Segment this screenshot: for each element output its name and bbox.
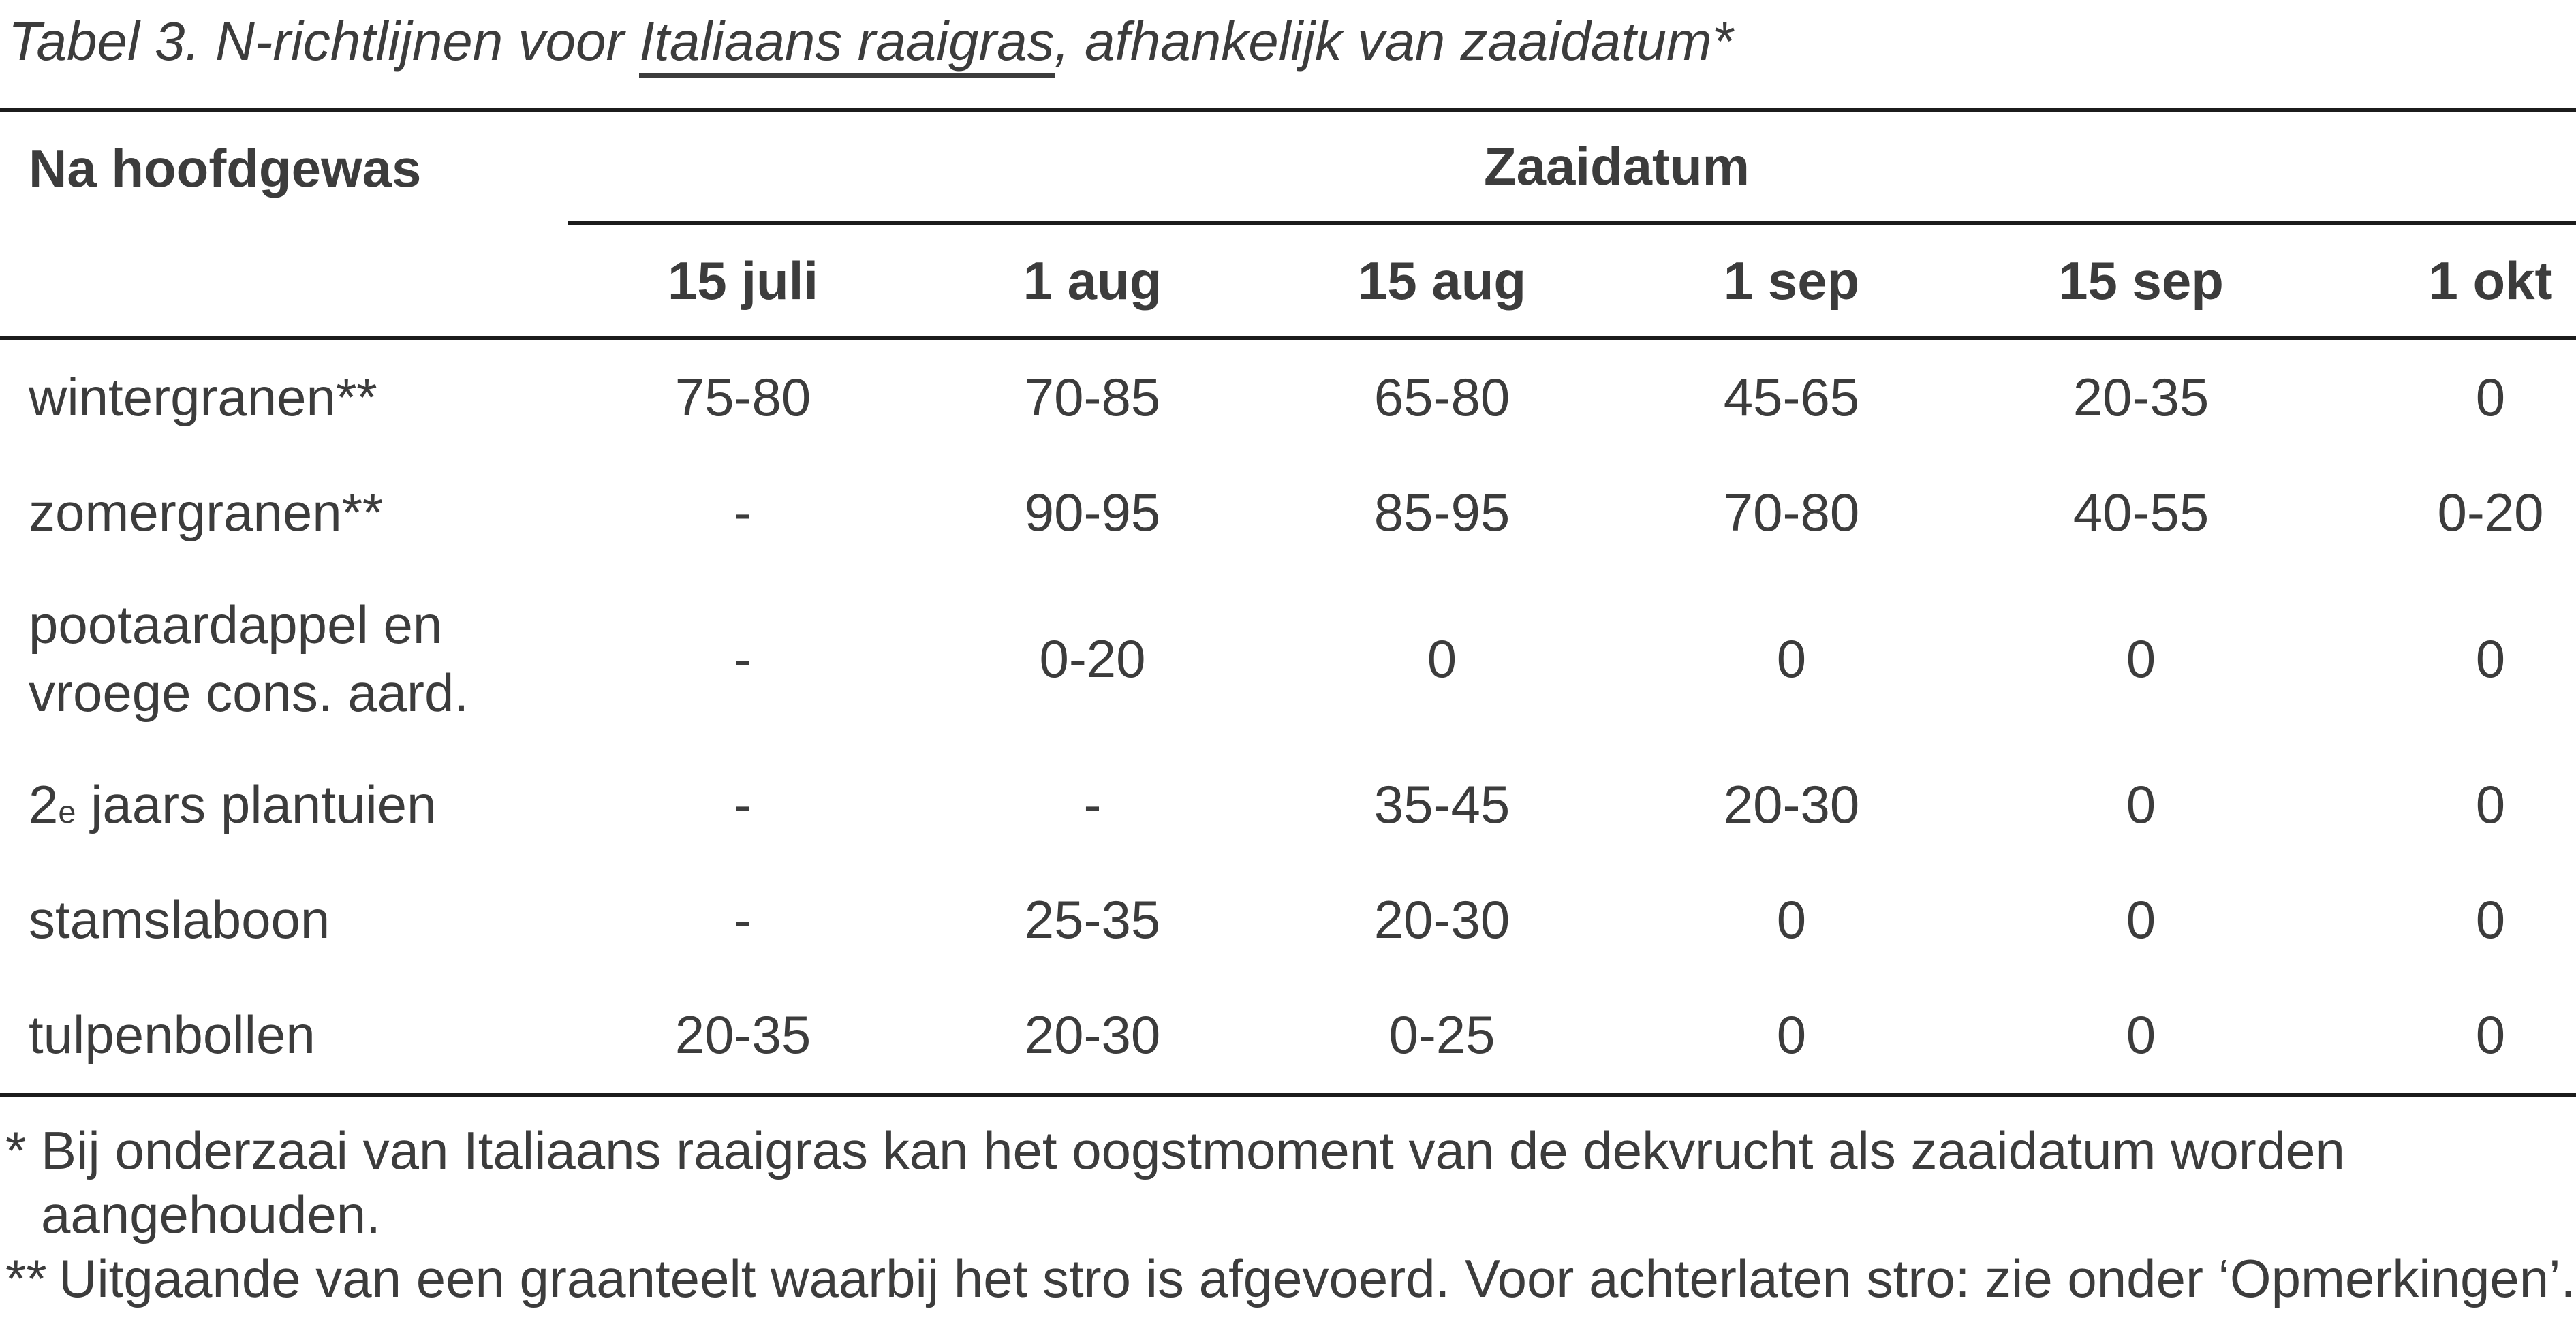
data-cell: 0 — [2126, 774, 2156, 834]
row-label: zomergranen** — [29, 482, 384, 542]
column-header: 15 juli — [568, 225, 918, 340]
footnote-1: * Bij onderzaai van Italiaans raaigras ka… — [5, 1118, 2576, 1182]
data-cell: 0 — [2475, 367, 2506, 427]
row-label-line1: pootaardappel en — [29, 595, 443, 655]
data-cell: - — [734, 774, 752, 834]
footnote-2-marker: ** — [5, 1248, 47, 1308]
data-cell: - — [1083, 774, 1102, 834]
data-cell: 0 — [2475, 890, 2506, 949]
row-header-title: Na hoofdgewas — [29, 138, 422, 198]
footnote-2: ** Uitgaande van een graanteelt waarbij h… — [5, 1246, 2576, 1310]
data-cell: 0-25 — [1388, 1005, 1495, 1065]
data-cell: 75-80 — [674, 367, 811, 427]
data-cell: 0 — [1427, 628, 1457, 689]
data-cell: 0 — [2475, 628, 2506, 689]
data-cell: 90-95 — [1024, 482, 1161, 542]
data-cell: 0-20 — [2437, 482, 2544, 542]
footnote-2-text: Uitgaande van een graanteelt waarbij het… — [59, 1248, 2576, 1308]
row-label-superscript: e — [58, 794, 76, 830]
data-cell: 0-20 — [1039, 628, 1146, 689]
header-spacer-cell — [0, 225, 568, 340]
data-cell: 0 — [2475, 774, 2506, 834]
table-grid: Na hoofdgewas Zaaidatum 15 juli 1 aug 15… — [0, 112, 2576, 1093]
data-cell: 35-45 — [1374, 774, 1510, 834]
data-cell: 0 — [2126, 628, 2156, 689]
data-table: Na hoofdgewas Zaaidatum 15 juli 1 aug 15… — [0, 108, 2576, 1097]
data-cell: 70-80 — [1723, 482, 1860, 542]
column-group-header: Zaaidatum — [568, 112, 2576, 225]
data-cell: 65-80 — [1374, 367, 1510, 427]
data-cell: 0 — [2126, 890, 2156, 949]
data-cell: 20-30 — [1024, 1005, 1161, 1065]
row-label: wintergranen** — [29, 367, 377, 427]
data-cell: 20-30 — [1374, 890, 1510, 949]
table-title: Tabel 3. N-richtlijnen voor Italiaans ra… — [0, 7, 2576, 78]
data-cell: 40-55 — [2073, 482, 2209, 542]
row-label-main: 2 — [29, 774, 59, 834]
data-cell: - — [734, 890, 752, 949]
row-label: 2e jaars plantuien — [0, 747, 568, 862]
row-label: tulpenbollen — [29, 1005, 315, 1065]
data-cell: 0 — [2475, 1005, 2506, 1065]
footnotes: * Bij onderzaai van Italiaans raaigras ka… — [0, 1118, 2576, 1310]
data-cell: 25-35 — [1024, 890, 1161, 949]
footnote-1-text: Bij onderzaai van Italiaans raaigras kan… — [41, 1120, 2345, 1180]
data-cell: - — [734, 628, 752, 689]
data-cell: 70-85 — [1024, 367, 1161, 427]
column-header: 1 okt — [2316, 225, 2576, 340]
data-cell: 0 — [1776, 628, 1807, 689]
row-label-line2: vroege cons. aard. — [29, 663, 469, 723]
row-label: pootaardappel en vroege cons. aard. — [0, 570, 568, 747]
row-label: stamslaboon — [29, 890, 330, 949]
data-cell: 20-30 — [1723, 774, 1860, 834]
column-header: 15 aug — [1267, 225, 1617, 340]
data-cell: 45-65 — [1723, 367, 1860, 427]
data-cell: - — [734, 482, 752, 542]
data-cell: 85-95 — [1374, 482, 1510, 542]
table-title-prefix: Tabel 3. N-richtlijnen voor — [8, 11, 640, 72]
column-header: 15 sep — [1966, 225, 2316, 340]
table-title-underlined-term: Italiaans raaigras — [639, 11, 1055, 78]
data-cell: 20-35 — [674, 1005, 811, 1065]
data-cell: 0 — [1776, 890, 1807, 949]
column-header: 1 aug — [918, 225, 1267, 340]
footnote-1-marker: * — [5, 1120, 27, 1180]
data-cell: 0 — [2126, 1005, 2156, 1065]
footnote-1-continued: aangehouden. — [41, 1184, 381, 1244]
data-cell: 20-35 — [2073, 367, 2209, 427]
table-title-suffix: , afhankelijk van zaaidatum* — [1054, 11, 1733, 72]
column-header: 1 sep — [1617, 225, 1966, 340]
row-label-rest: jaars plantuien — [76, 774, 437, 834]
data-cell: 0 — [1776, 1005, 1807, 1065]
